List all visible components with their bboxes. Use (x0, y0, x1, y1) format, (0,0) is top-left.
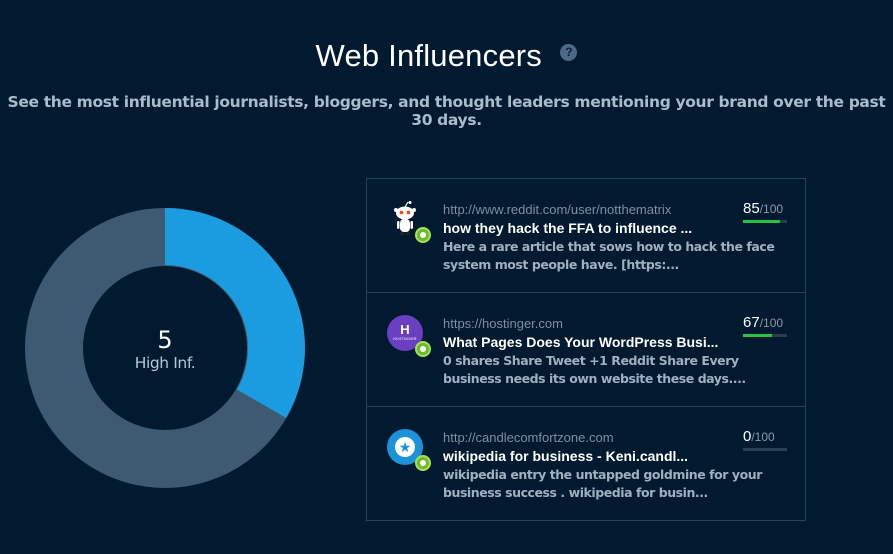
influencer-description: 0 shares Share Tweet +1 Reddit Share Eve… (443, 353, 746, 386)
influencer-url[interactable]: http://www.reddit.com/user/notthematrix (443, 202, 672, 217)
score-bar-fill (743, 220, 781, 223)
page-title: Web Influencers (315, 38, 542, 73)
score-bar (743, 334, 787, 337)
score-bar (743, 220, 787, 223)
influencer-item[interactable]: ★ http://candlecomfortzone.com wikipedia… (367, 407, 805, 521)
influencer-headline[interactable]: wikipedia for business - Keni.candl... (443, 448, 689, 464)
influence-score: 85/100 (743, 200, 787, 223)
star-circle-icon: ★ (387, 429, 423, 465)
star-icon: ★ (395, 437, 415, 457)
influencer-headline[interactable]: What Pages Does Your WordPress Busi... (443, 334, 719, 350)
help-icon[interactable]: ? (560, 43, 578, 61)
hostinger-logo-letter: H (400, 322, 410, 337)
score-value: 85 (743, 200, 760, 217)
donut-label: High Inf. (134, 354, 196, 372)
score-max: /100 (751, 430, 775, 444)
score-bar (743, 448, 787, 451)
influencer-list: http://www.reddit.com/user/notthematrix … (366, 178, 806, 521)
influence-donut-chart: 5 High Inf. (25, 208, 305, 488)
donut-center: 5 High Inf. (25, 326, 305, 372)
donut-high-influence-segment[interactable] (165, 208, 305, 418)
influencer-headline[interactable]: how they hack the FFA to influence ... (443, 220, 693, 236)
score-max: /100 (759, 202, 784, 216)
influence-score: 0/100 (743, 428, 787, 451)
influencer-item[interactable]: H HOSTINGER https://hostinger.com What P… (367, 293, 805, 407)
header: Web Influencers ? (0, 38, 893, 74)
score-value: 67 (743, 314, 760, 331)
donut-svg (25, 208, 305, 488)
influence-score: 67/100 (743, 314, 787, 337)
influencer-url[interactable]: https://hostinger.com (443, 316, 563, 331)
influencer-description: Here a rare article that sows how to hac… (443, 239, 775, 272)
globe-icon (415, 455, 431, 471)
reddit-alien-icon (387, 201, 423, 237)
donut-value: 5 (157, 326, 173, 354)
globe-icon (415, 341, 431, 357)
score-value: 0 (743, 428, 752, 445)
influencer-url[interactable]: http://candlecomfortzone.com (443, 430, 614, 445)
hostinger-logo-text: HOSTINGER (393, 337, 417, 341)
influencer-description: wikipedia entry the untapped goldmine fo… (443, 467, 762, 500)
score-bar-fill (743, 334, 773, 337)
score-max: /100 (759, 316, 784, 330)
globe-icon (415, 227, 431, 243)
influencer-item[interactable]: http://www.reddit.com/user/notthematrix … (367, 179, 805, 293)
page-subtitle: See the most influential journalists, bl… (7, 93, 886, 129)
